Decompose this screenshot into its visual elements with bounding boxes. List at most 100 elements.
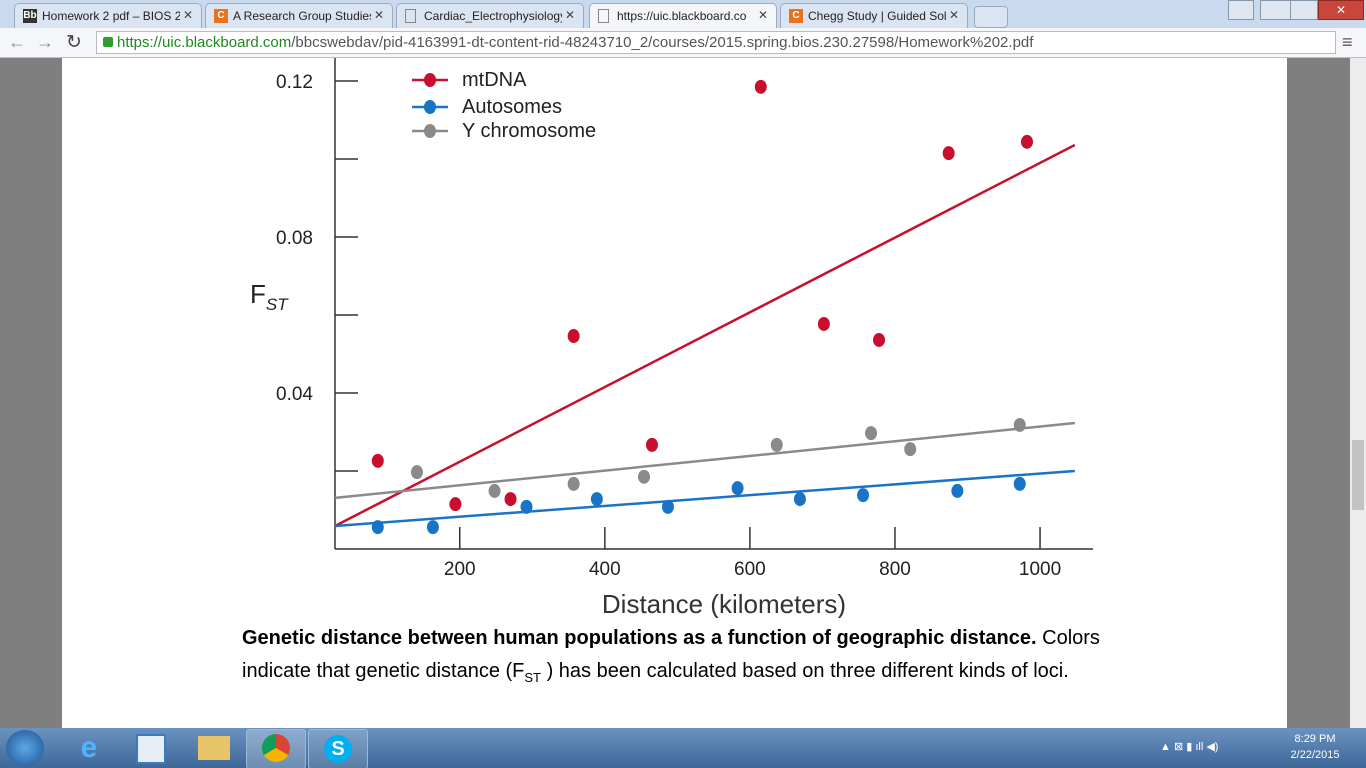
reload-button[interactable]: ↻ (66, 32, 82, 53)
tab-close[interactable]: ✕ (182, 8, 193, 22)
data-point (567, 476, 580, 491)
x-tick-label: 800 (879, 559, 911, 580)
media-icon[interactable] (136, 734, 166, 764)
forward-button[interactable]: → (36, 32, 54, 52)
y-axis-label: FST (250, 279, 289, 314)
figure-caption: Genetic distance between human populatio… (242, 622, 1152, 694)
url-path: /bbcswebdav/pid-4163991-dt-content-rid-4… (291, 34, 1034, 51)
favicon: C (789, 9, 803, 23)
data-point (865, 426, 878, 441)
clock-time[interactable]: 8:29 PM (1294, 733, 1336, 745)
tab-title: A Research Group Studies (233, 9, 371, 23)
data-point (793, 492, 806, 507)
y-tick-label: 0.08 (276, 228, 313, 249)
legend-label: mtDNA (462, 69, 527, 91)
favicon: Bb (23, 9, 37, 23)
skype-icon: S (324, 735, 352, 763)
data-point (1013, 476, 1026, 491)
taskbar: e S ▲ ⊠ ▮ ıll ◀) 8:29 PM 2/22/2015 (0, 728, 1366, 768)
data-point (661, 499, 674, 514)
tab-title: Homework 2 pdf – BIOS 23 (42, 9, 180, 23)
data-point (410, 465, 423, 480)
chart: 0.04 0.08 0.12 200 400 600 800 1000 Distance (ki… (250, 58, 1093, 618)
ie-icon[interactable]: e (80, 731, 98, 764)
x-tick-label: 200 (444, 559, 476, 580)
data-point (590, 492, 603, 507)
tab[interactable]: Cardiac_Electrophysiology ✕ (396, 3, 584, 28)
skype-button[interactable]: S (308, 729, 368, 768)
data-point (942, 146, 955, 161)
caption-sub: ST (524, 670, 542, 685)
tab-close[interactable]: ✕ (564, 8, 575, 22)
tab-close[interactable]: ✕ (948, 8, 959, 22)
data-point (731, 481, 744, 496)
pdf-page: 0.04 0.08 0.12 200 400 600 800 1000 Distance (ki… (62, 58, 1287, 728)
y-tick-label: 0.04 (276, 384, 313, 405)
scroll-thumb[interactable] (1352, 440, 1364, 510)
tab-close[interactable]: ✕ (373, 8, 384, 22)
data-point (1013, 417, 1026, 432)
data-point (770, 437, 783, 452)
url-field[interactable]: https://uic.blackboard.com/bbcswebdav/pi… (96, 31, 1336, 54)
tab-title: Cardiac_Electrophysiology (424, 9, 562, 23)
tab-close[interactable]: ✕ (757, 8, 768, 22)
x-tick-label: 600 (734, 559, 766, 580)
data-point (520, 499, 533, 514)
trend-line (334, 469, 1075, 528)
tab[interactable]: Bb Homework 2 pdf – BIOS 23 ✕ (14, 3, 202, 28)
favicon (405, 9, 416, 23)
profile-button[interactable] (1228, 0, 1254, 20)
data-point (488, 483, 501, 498)
y-tick-label: 0.12 (276, 72, 313, 93)
trend-line (334, 143, 1076, 528)
x-tick-label: 400 (589, 559, 621, 580)
data-point (873, 332, 886, 347)
data-point (567, 329, 580, 344)
trend-line (334, 421, 1075, 500)
data-point (504, 492, 517, 507)
data-point (638, 469, 651, 484)
y-axis-label-sub: ST (266, 295, 289, 314)
minimize-button[interactable] (1260, 0, 1292, 20)
url-host: https://uic.blackboard.com (117, 34, 292, 51)
data-point (951, 483, 964, 498)
data-point (371, 453, 384, 468)
legend-marker (424, 124, 436, 138)
new-tab[interactable] (974, 6, 1008, 28)
caption-bold: Genetic distance between human populatio… (242, 627, 1037, 649)
tab-title: https://uic.blackboard.co (617, 9, 747, 23)
tab[interactable]: C Chegg Study | Guided Solu ✕ (780, 3, 968, 28)
tab[interactable]: C A Research Group Studies ✕ (205, 3, 393, 28)
chrome-button[interactable] (246, 729, 306, 768)
data-point (857, 488, 870, 503)
data-point (817, 316, 830, 331)
data-point (371, 520, 384, 535)
caption-text: Colors indicate that genetic distance (F (242, 627, 1100, 682)
lock-icon (103, 37, 113, 47)
scrollbar[interactable] (1350, 58, 1366, 728)
maximize-button[interactable] (1290, 0, 1318, 20)
menu-button[interactable]: ≡ (1342, 32, 1353, 52)
favicon: C (214, 9, 228, 23)
start-button[interactable] (6, 730, 44, 766)
y-axis-label-main: F (250, 279, 266, 309)
legend-marker (424, 100, 436, 114)
tray-icons[interactable]: ▲ ⊠ ▮ ıll ◀) (1160, 741, 1219, 753)
pdf-viewer: 0.04 0.08 0.12 200 400 600 800 1000 Distance (ki… (0, 58, 1366, 728)
data-point (645, 437, 658, 452)
legend-label: Y chromosome (462, 120, 596, 142)
tab[interactable]: https://uic.blackboard.co ✕ (589, 3, 777, 28)
clock-date[interactable]: 2/22/2015 (1290, 749, 1340, 761)
legend-label: Autosomes (462, 96, 562, 118)
chrome-icon (262, 734, 290, 762)
data-point (449, 497, 462, 512)
legend-marker (424, 73, 436, 87)
explorer-icon[interactable] (198, 736, 230, 760)
close-button[interactable]: ✕ (1318, 0, 1364, 20)
x-tick-label: 1000 (1019, 559, 1061, 580)
back-button[interactable]: ← (8, 32, 26, 52)
data-point (754, 79, 767, 94)
tab-title: Chegg Study | Guided Solu (808, 9, 946, 23)
